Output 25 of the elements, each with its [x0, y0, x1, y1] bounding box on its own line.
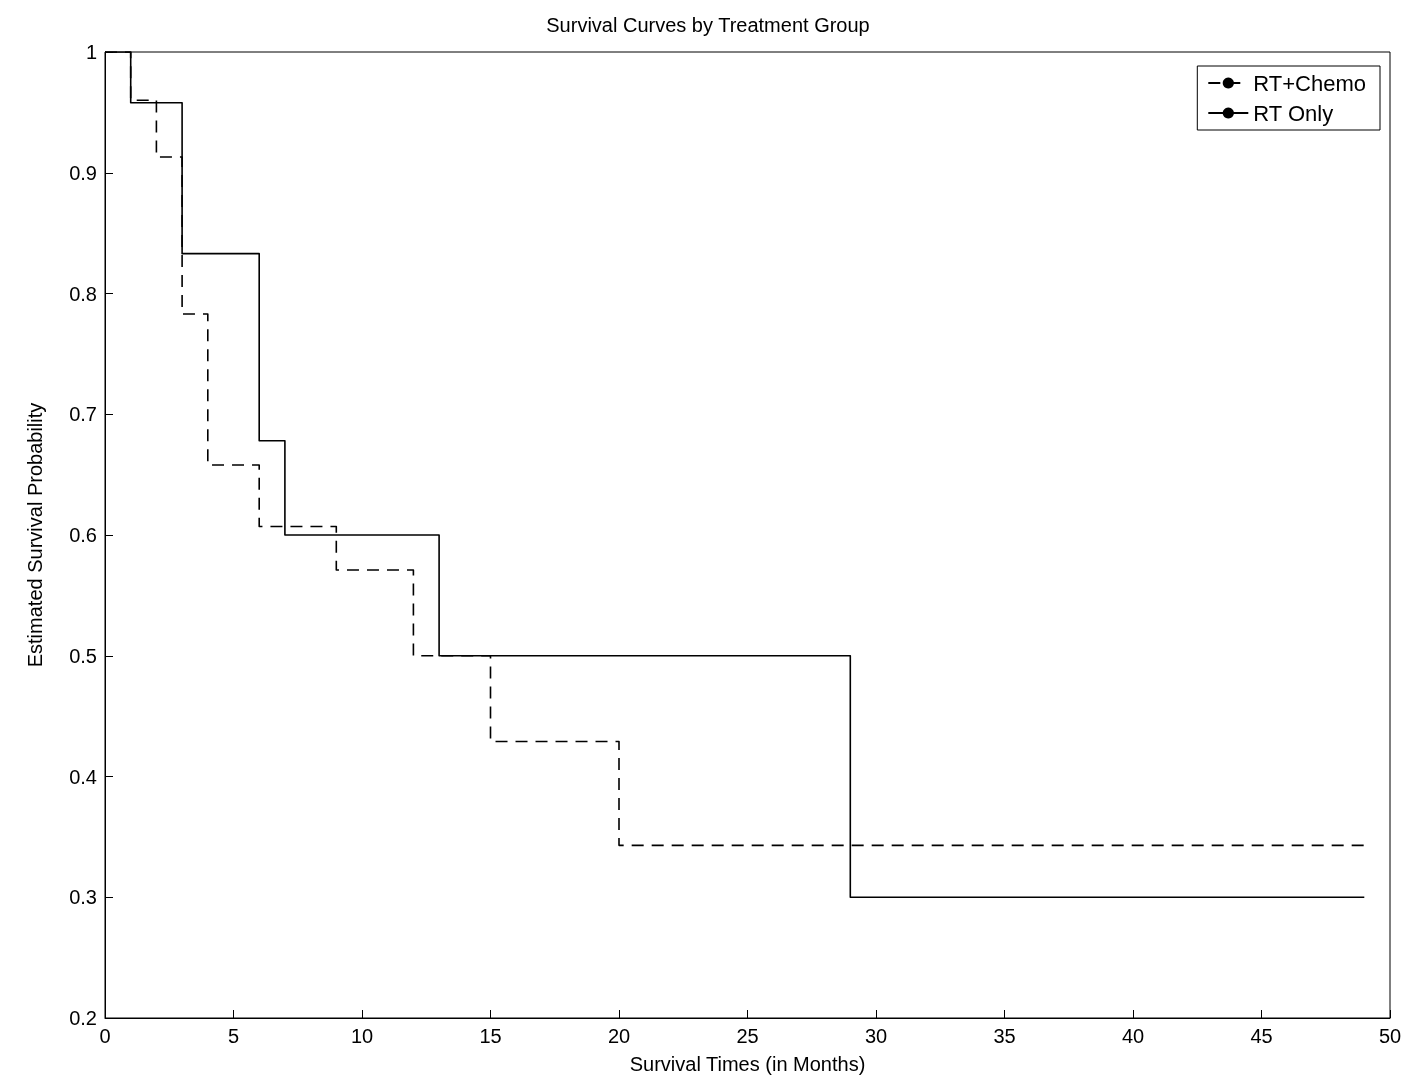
- y-tick-label: 0.2: [69, 1007, 97, 1029]
- legend-label: RT Only: [1253, 100, 1334, 126]
- x-tick-label: 30: [864, 1025, 888, 1047]
- x-tick-label: 35: [993, 1025, 1016, 1047]
- x-tick-label: 50: [1378, 1025, 1402, 1047]
- legend-label: RT+Chemo: [1253, 70, 1367, 96]
- x-tick-label: 5: [227, 1025, 240, 1047]
- y-tick-label: 1: [85, 41, 97, 63]
- y-tick-label: 0.8: [69, 282, 97, 305]
- x-tick-label: 40: [1121, 1025, 1145, 1047]
- x-axis-title: Survival Times (in Months): [629, 1053, 866, 1075]
- y-tick-label: 0.3: [69, 886, 97, 909]
- y-tick-label: 0.9: [69, 161, 97, 184]
- chart-title: Survival Curves by Treatment Group: [546, 14, 870, 36]
- x-tick-label: 10: [350, 1025, 374, 1047]
- y-tick-label: 0.4: [69, 765, 97, 788]
- x-tick-label: 0: [99, 1025, 111, 1047]
- y-tick-label: 0.7: [69, 403, 97, 426]
- x-tick-label: 45: [1250, 1025, 1273, 1047]
- x-tick-label: 20: [607, 1025, 631, 1047]
- y-axis-title: Estimated Survival Probability: [24, 402, 46, 668]
- x-tick-label: 15: [479, 1025, 502, 1047]
- y-tick-label: 0.6: [69, 524, 97, 546]
- x-tick-label: 25: [736, 1025, 759, 1047]
- y-tick-label: 0.5: [69, 644, 97, 667]
